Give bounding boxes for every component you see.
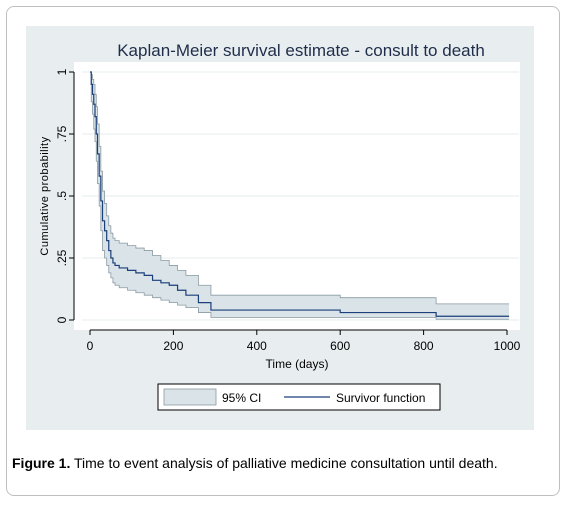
figure-caption: Figure 1. Time to event analysis of pall…	[12, 455, 498, 471]
survivor-line	[90, 71, 510, 317]
y-tick-label: .5	[55, 191, 69, 201]
survivor-line-group	[90, 71, 510, 317]
x-tick-label: 400	[247, 339, 267, 353]
y-tick-label: .25	[55, 249, 69, 266]
x-tick-label: 200	[163, 339, 183, 353]
x-tick-label: 0	[87, 339, 94, 353]
legend-ci-label: 95% CI	[222, 391, 261, 405]
caption-text: Time to event analysis of palliative med…	[74, 455, 498, 471]
chart-title: Kaplan-Meier survival estimate - consult…	[117, 41, 485, 60]
y-tick-label: 1	[55, 68, 69, 75]
x-tick-label: 600	[330, 339, 350, 353]
x-tick-label: 1000	[494, 339, 521, 353]
ci-lower-line	[90, 71, 510, 320]
legend-survivor-label: Survivor function	[336, 391, 425, 405]
x-tick-label: 800	[414, 339, 434, 353]
ci-band-group	[90, 71, 510, 320]
ci-upper-line	[90, 71, 510, 305]
gridlines	[82, 71, 519, 321]
y-axis-label: Cumulative probability	[39, 136, 51, 255]
x-axis-label: Time (days)	[266, 357, 329, 371]
y-tick-label: .75	[55, 125, 69, 142]
y-tick-label: 0	[55, 316, 69, 323]
axes: 0 .25 .5 .75 1 0 200 400 600 800 1000	[55, 68, 521, 353]
legend: 95% CI Survivor function	[157, 383, 441, 411]
legend-ci-swatch	[163, 388, 217, 406]
caption-label: Figure 1.	[12, 455, 71, 471]
